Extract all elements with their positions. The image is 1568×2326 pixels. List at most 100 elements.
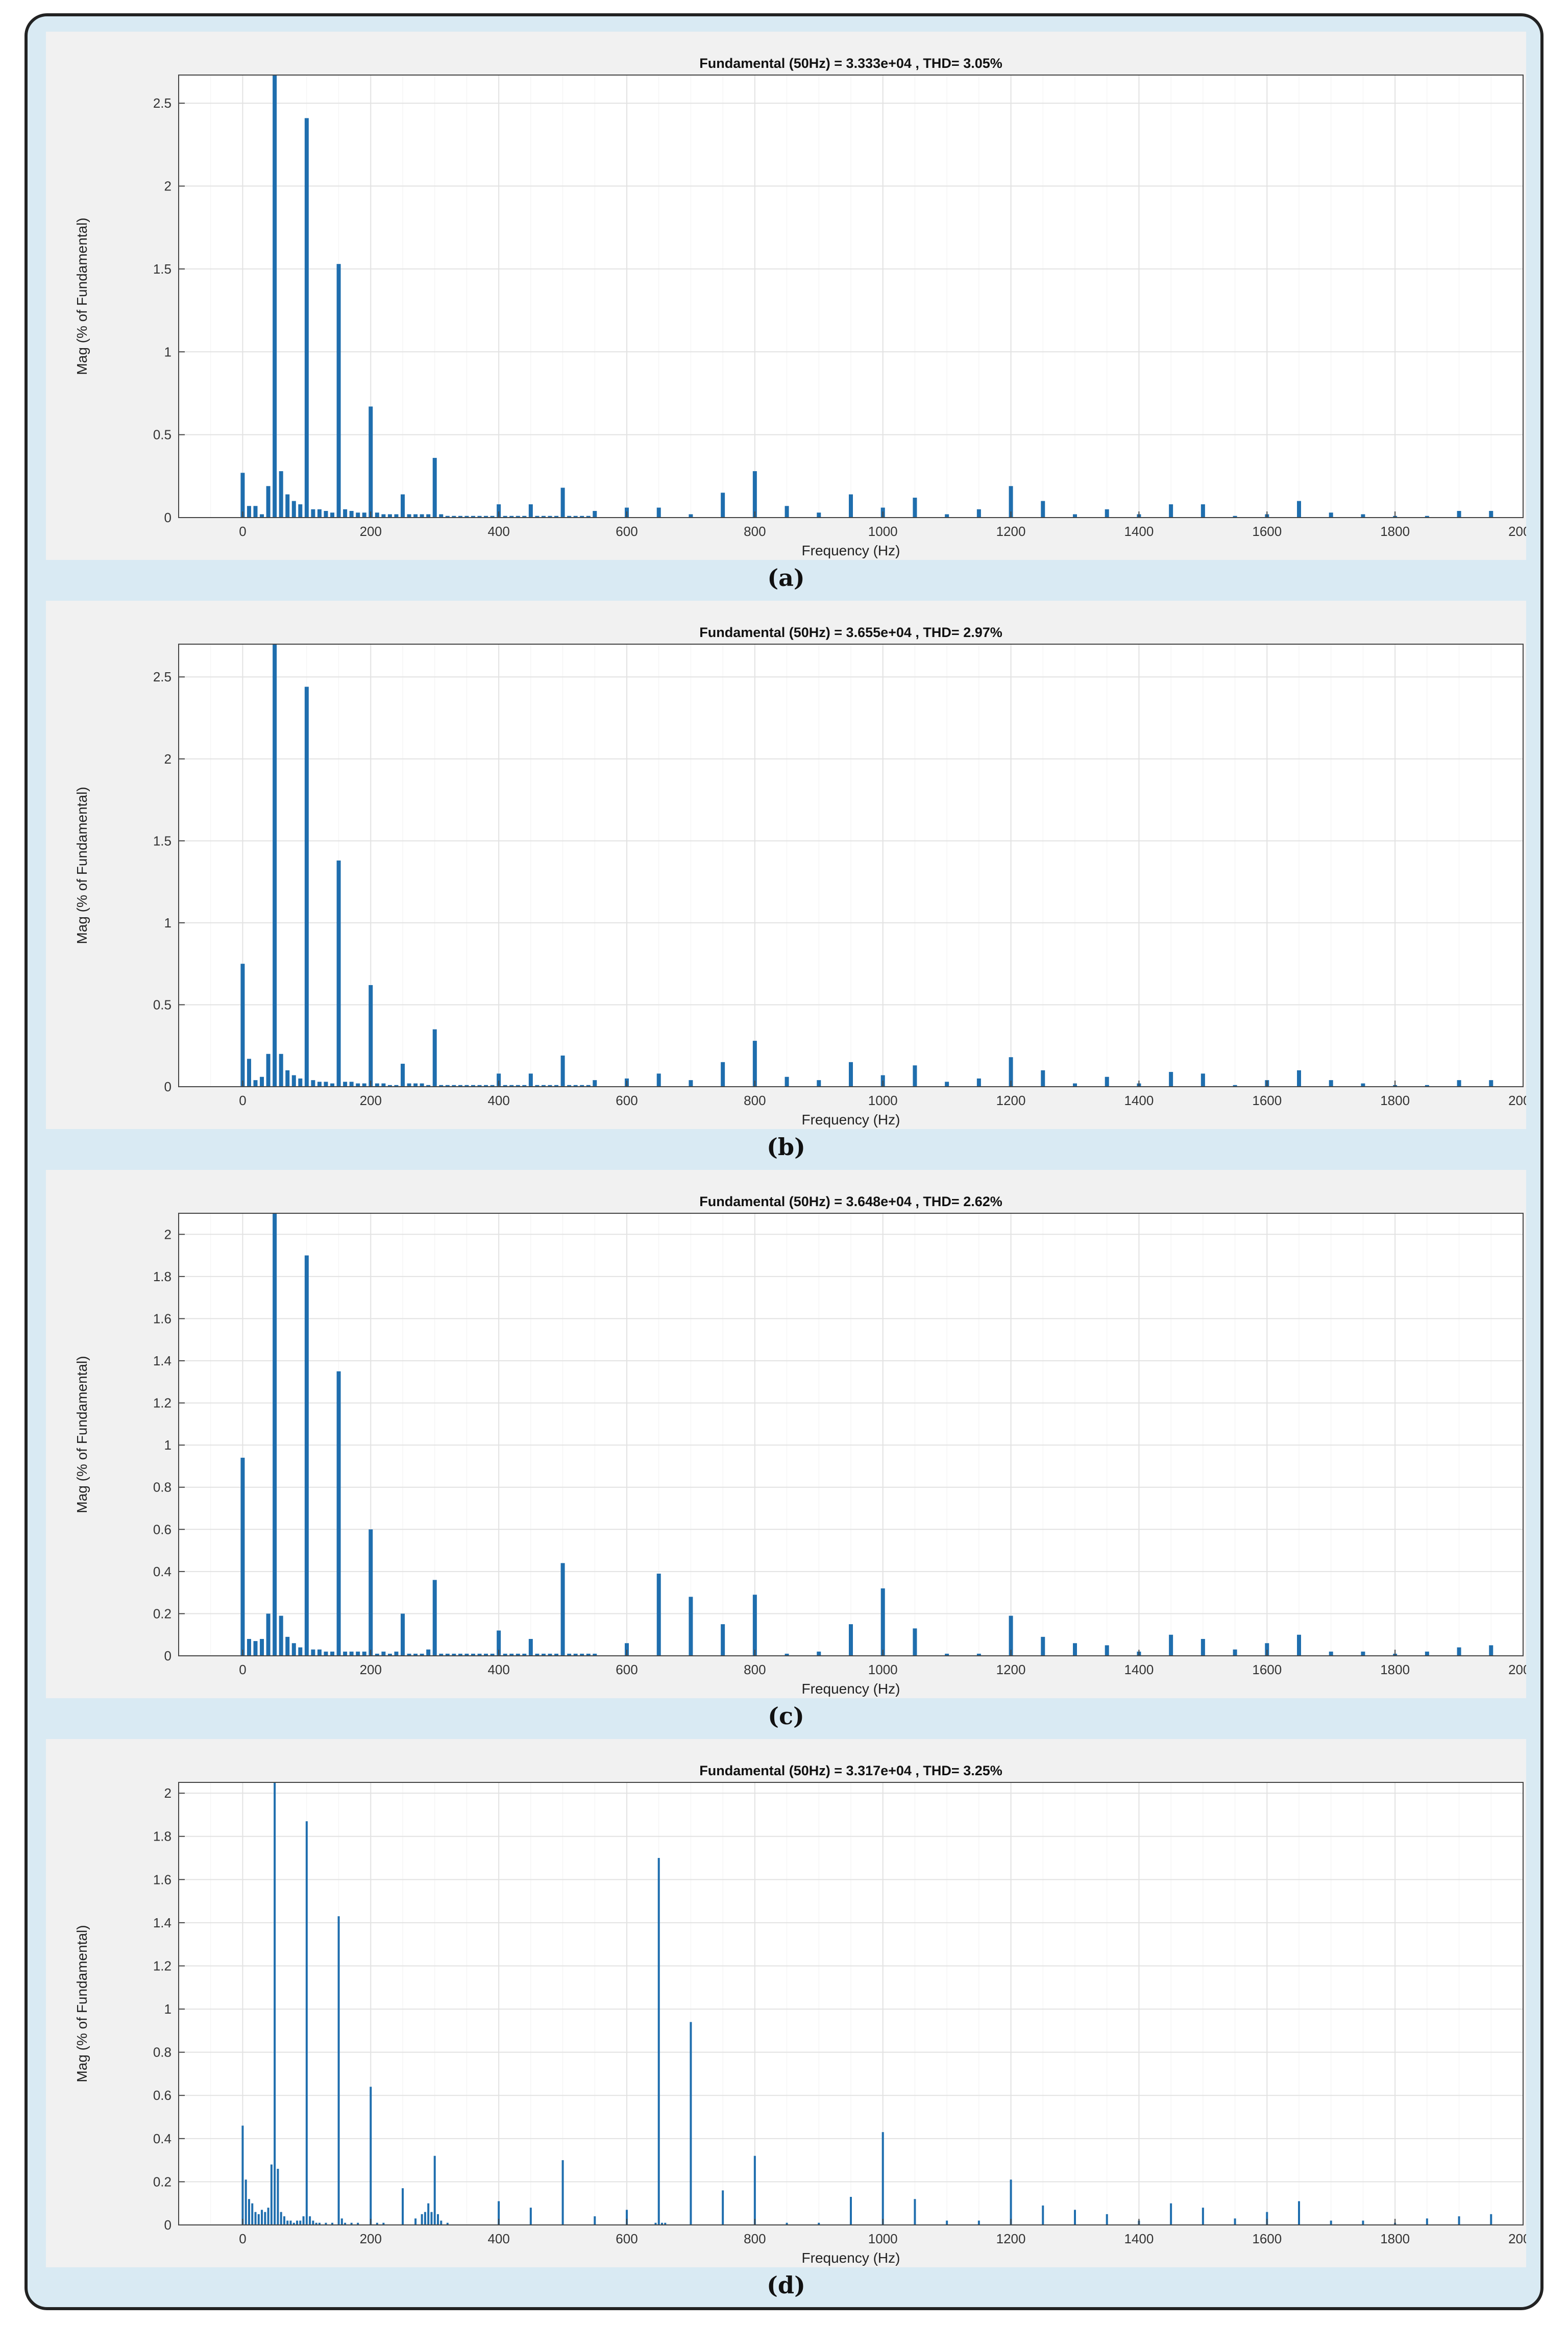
bar bbox=[548, 1085, 552, 1087]
bar bbox=[330, 512, 335, 518]
bar bbox=[1169, 1634, 1173, 1656]
bar bbox=[528, 1073, 533, 1087]
bar bbox=[752, 471, 757, 518]
bar bbox=[381, 1651, 386, 1656]
bar bbox=[283, 2216, 285, 2225]
x-tick-label: 1400 bbox=[1124, 1093, 1154, 1108]
bar bbox=[881, 2132, 884, 2225]
bar bbox=[913, 1628, 917, 1656]
bar bbox=[477, 1653, 482, 1656]
bar bbox=[849, 494, 853, 518]
bar bbox=[336, 860, 341, 1087]
bar bbox=[1073, 1083, 1077, 1087]
bar bbox=[1297, 1634, 1301, 1656]
bar bbox=[914, 2199, 916, 2225]
x-tick-label: 1600 bbox=[1252, 2231, 1282, 2246]
bar bbox=[1105, 509, 1109, 518]
bar bbox=[285, 1636, 290, 1656]
bar bbox=[516, 1653, 520, 1656]
bar bbox=[356, 512, 360, 518]
bar bbox=[535, 1085, 540, 1087]
bar bbox=[1329, 512, 1333, 518]
panel-caption: (c) bbox=[768, 1702, 804, 1730]
bar bbox=[464, 516, 469, 518]
bar bbox=[247, 506, 251, 518]
bar bbox=[561, 2160, 564, 2225]
bar bbox=[1330, 2220, 1332, 2225]
bar bbox=[302, 2216, 305, 2225]
bar bbox=[445, 516, 450, 518]
bar bbox=[375, 1653, 379, 1656]
bar bbox=[654, 2222, 657, 2225]
bar bbox=[554, 1653, 559, 1656]
bar bbox=[548, 1653, 552, 1656]
bar bbox=[253, 506, 258, 518]
bar bbox=[976, 509, 981, 518]
bar bbox=[324, 1082, 328, 1087]
y-tick-label: 1 bbox=[164, 344, 172, 359]
x-tick-label: 600 bbox=[616, 1093, 638, 1108]
bar bbox=[660, 2222, 663, 2225]
x-tick-label: 400 bbox=[487, 2231, 509, 2246]
bar bbox=[1425, 516, 1429, 518]
x-tick-label: 1000 bbox=[868, 1093, 898, 1108]
bar bbox=[336, 264, 341, 518]
bar bbox=[240, 964, 245, 1087]
x-tick-label: 0 bbox=[239, 1662, 246, 1677]
bar bbox=[516, 1085, 520, 1087]
bar bbox=[414, 2218, 417, 2225]
bar bbox=[280, 2212, 282, 2225]
bar bbox=[503, 1085, 507, 1087]
bar bbox=[1266, 2212, 1268, 2225]
y-tick-label: 1 bbox=[164, 915, 172, 931]
x-tick-label: 800 bbox=[744, 524, 766, 539]
chart-title: Fundamental (50Hz) = 3.648e+04 , THD= 2.… bbox=[699, 1194, 1002, 1209]
y-ticks: 0 0.2 0.4 0.6 0.8 1 1.2 1.4 1.6 1.8 2 bbox=[153, 1227, 185, 1663]
bar bbox=[656, 1073, 661, 1087]
bar bbox=[343, 1651, 348, 1656]
bar bbox=[1170, 2203, 1172, 2225]
bar bbox=[541, 516, 546, 518]
bar bbox=[382, 2222, 385, 2225]
bar bbox=[317, 509, 322, 518]
bar bbox=[1042, 2205, 1044, 2225]
bar bbox=[349, 1082, 354, 1087]
bar bbox=[356, 1651, 360, 1656]
x-tick-label: 600 bbox=[616, 524, 638, 539]
y-tick-label: 1.4 bbox=[153, 1353, 172, 1368]
x-axis-label: Frequency (Hz) bbox=[802, 1681, 900, 1697]
x-tick-label: 800 bbox=[744, 1093, 766, 1108]
bar bbox=[976, 1653, 981, 1656]
bar bbox=[722, 2190, 724, 2225]
x-tick-label: 0 bbox=[239, 1093, 246, 1108]
bar bbox=[324, 511, 328, 518]
bar bbox=[1297, 501, 1301, 518]
y-tick-label: 1.6 bbox=[153, 1872, 172, 1887]
y-tick-label: 1.2 bbox=[153, 1958, 172, 1973]
bar bbox=[490, 1085, 495, 1087]
bar bbox=[357, 2222, 359, 2225]
bar bbox=[535, 516, 540, 518]
bars bbox=[240, 75, 1493, 518]
bar bbox=[270, 2164, 273, 2225]
bar bbox=[452, 516, 456, 518]
bar bbox=[785, 1076, 789, 1087]
bar bbox=[528, 504, 533, 518]
bar bbox=[913, 498, 917, 518]
x-tick-label: 1400 bbox=[1124, 524, 1154, 539]
bar bbox=[394, 1651, 399, 1656]
y-tick-label: 0.8 bbox=[153, 1480, 172, 1495]
bar bbox=[471, 1653, 475, 1656]
y-tick-label: 1.8 bbox=[153, 1269, 172, 1284]
y-ticks: 0 0.5 1 1.5 2 2.5 bbox=[153, 669, 185, 1094]
bar bbox=[529, 2208, 532, 2225]
bar bbox=[266, 1613, 271, 1656]
bar bbox=[264, 2212, 266, 2225]
bar bbox=[369, 1529, 373, 1656]
bar bbox=[273, 1213, 277, 1656]
bar bbox=[580, 516, 584, 518]
